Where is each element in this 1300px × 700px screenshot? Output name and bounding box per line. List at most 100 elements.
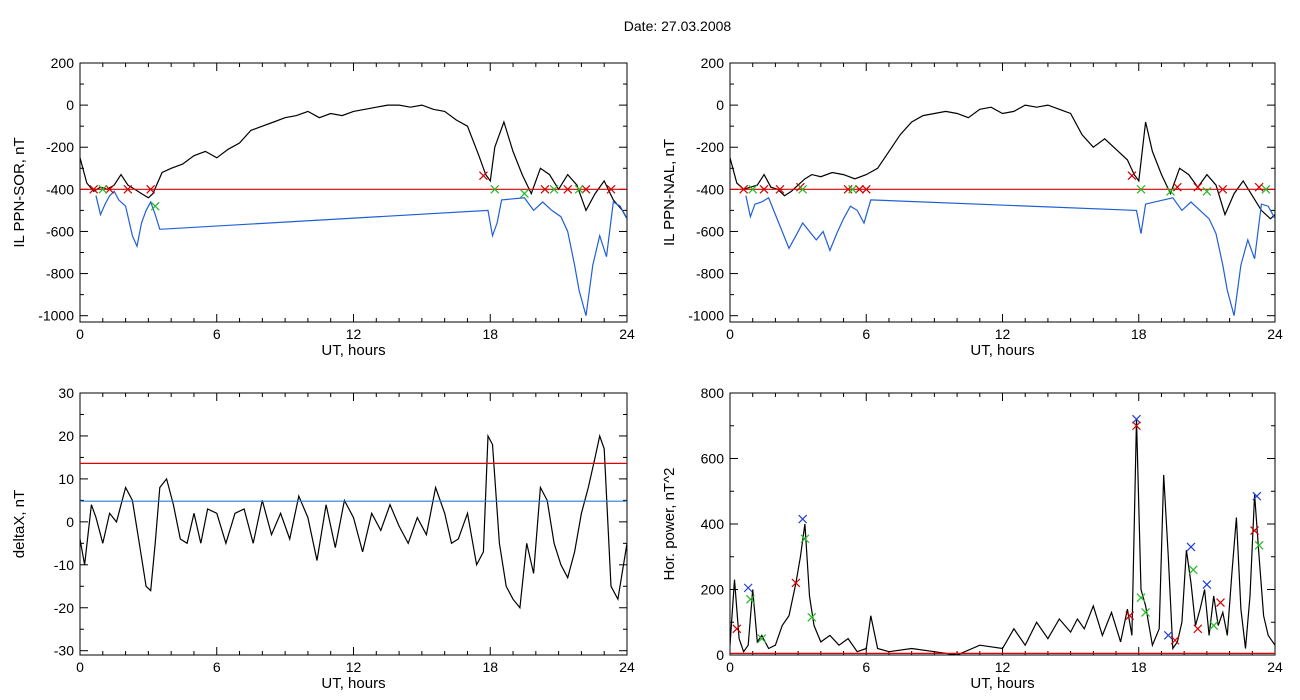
marker-point (1163, 630, 1173, 640)
marker-point (1166, 187, 1175, 196)
marker-point (574, 184, 584, 194)
marker-point (1132, 414, 1141, 424)
x-tick-label: 0 (76, 326, 84, 342)
marker-point (759, 184, 769, 194)
marker-point (1170, 635, 1180, 645)
marker-point (1202, 187, 1212, 196)
marker-point (563, 184, 573, 194)
y-axis-label: deltaX, nT (11, 490, 28, 558)
marker-point (1250, 526, 1259, 535)
chart-panel-4: 0 6 12 18 24 0 200 400 600 800 UT, hours Hor. power… (661, 385, 1283, 692)
marker-point (757, 634, 767, 644)
y-tick-label: 0 (716, 647, 724, 663)
x-tick-label: 24 (1267, 659, 1283, 675)
marker-point (855, 184, 864, 194)
marker-point (1252, 491, 1262, 501)
y-tick-label: -200 (46, 139, 74, 155)
marker-point (791, 578, 801, 588)
y-tick-label: 200 (701, 582, 725, 598)
x-tick-label: 24 (619, 659, 635, 675)
x-axis-label: UT, hours (321, 675, 385, 692)
series-line-1 (730, 104, 1275, 220)
x-tick-label: 24 (619, 326, 635, 342)
y-tick-label: -400 (696, 181, 724, 197)
marker-point (1136, 184, 1146, 194)
marker-point (1141, 608, 1150, 617)
x-tick-label: 18 (482, 659, 498, 675)
marker-point (1202, 580, 1212, 590)
marker-point (743, 583, 753, 593)
series-line-1 (80, 433, 627, 610)
y-tick-label: -200 (696, 139, 724, 155)
y-tick-label: 10 (58, 471, 74, 487)
y-axis-label: Hor. power, nT^2 (661, 468, 678, 581)
y-tick-label: -800 (696, 266, 724, 282)
marker-point (800, 534, 810, 544)
marker-point (1209, 621, 1219, 630)
marker-point (1172, 182, 1182, 192)
x-tick-label: 12 (346, 659, 362, 675)
y-tick-label: 600 (701, 451, 725, 467)
y-tick-label: -30 (54, 643, 74, 659)
y-axis-label: IL PPN-SOR, nT (11, 137, 28, 247)
y-tick-label: 0 (716, 97, 724, 113)
marker-point (606, 184, 616, 194)
y-tick-label: -1000 (38, 308, 74, 324)
x-tick-label: 12 (346, 326, 362, 342)
marker-point (732, 624, 742, 634)
marker-point (1127, 171, 1137, 181)
y-tick-label: -20 (54, 600, 74, 616)
plot-frame (79, 62, 628, 323)
plot-frame (79, 392, 628, 656)
marker-point (807, 612, 817, 622)
x-tick-label: 12 (995, 326, 1011, 342)
marker-point (540, 184, 550, 194)
marker-point (1188, 565, 1198, 575)
marker-point (150, 201, 160, 211)
x-tick-label: 0 (76, 659, 84, 675)
marker-point (1218, 184, 1228, 194)
x-tick-label: 12 (995, 659, 1011, 675)
plot-frame (729, 392, 1276, 656)
marker-point (1254, 182, 1264, 192)
marker-point (1193, 182, 1203, 192)
marker-point (1254, 540, 1264, 550)
y-tick-label: 20 (58, 428, 74, 444)
marker-point (746, 594, 755, 604)
chart-panel-3: 0 6 12 18 24 -30 -20 -10 0 10 20 30 UT, hours deltaX,… (11, 385, 635, 692)
y-tick-label: 200 (701, 55, 725, 71)
marker-point (146, 184, 156, 194)
marker-point (1132, 421, 1141, 431)
marker-point (1193, 624, 1203, 634)
chart-panel-1: 0 6 12 18 24 -1000 -800 -600 -400 -200 0 200 UT, hou… (11, 55, 635, 359)
marker-point (1261, 184, 1271, 194)
marker-point (861, 184, 871, 194)
series-line-2 (95, 190, 627, 316)
y-tick-label: -10 (54, 557, 74, 573)
y-tick-label: 0 (66, 514, 74, 530)
y-axis-label: IL PPN-NAL, nT (661, 139, 678, 246)
y-tick-label: -800 (46, 266, 74, 282)
plot-frame (729, 62, 1276, 323)
x-tick-label: 18 (482, 326, 498, 342)
marker-point (105, 184, 115, 194)
x-tick-label: 0 (726, 659, 734, 675)
marker-point (490, 184, 500, 194)
x-tick-label: 24 (1267, 326, 1283, 342)
marker-point (520, 189, 529, 198)
marker-point (739, 184, 749, 194)
marker-point (89, 184, 99, 194)
series-line-1 (80, 104, 627, 220)
marker-point (798, 514, 808, 524)
y-tick-label: 800 (701, 385, 725, 401)
x-tick-label: 6 (213, 326, 221, 342)
marker-point (1125, 611, 1135, 621)
y-tick-label: 0 (66, 97, 74, 113)
series-line-1 (730, 419, 1275, 655)
marker-point (549, 184, 559, 194)
y-tick-label: 200 (51, 55, 75, 71)
marker-point (748, 184, 758, 194)
y-tick-label: -600 (696, 223, 724, 239)
marker-point (581, 184, 591, 194)
